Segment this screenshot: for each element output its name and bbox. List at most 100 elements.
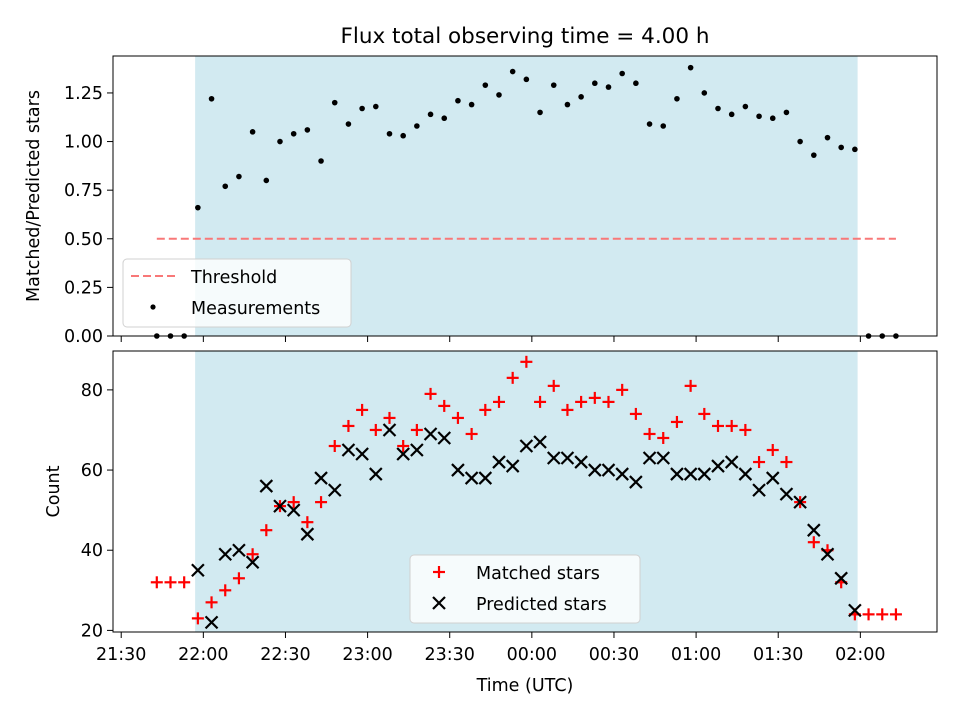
- matched-star-point: [205, 596, 218, 609]
- measurement-point: [468, 101, 475, 108]
- measurement-point: [550, 82, 557, 88]
- matched-star-point: [657, 431, 670, 444]
- measurement-point: [674, 95, 680, 102]
- predicted-star-point: [505, 459, 520, 473]
- measurement-point: [318, 158, 324, 164]
- x-tick-label: 21:30: [96, 645, 146, 665]
- bottom-y-axis-label: Count: [44, 465, 64, 517]
- predicted-star-point: [232, 543, 246, 558]
- legend-measurements-swatch: [150, 304, 156, 310]
- predicted-star-point: [437, 431, 452, 445]
- matched-star-point: [616, 383, 629, 396]
- predicted-star-point: [327, 483, 342, 497]
- top-y-tick-label: 1.25: [64, 84, 103, 104]
- matched-star-point: [328, 440, 341, 453]
- predicted-star-point: [656, 451, 671, 465]
- measurement-point: [195, 204, 201, 211]
- matched-star-point: [191, 612, 204, 625]
- matched-star-point: [451, 411, 464, 424]
- x-tick-label: 23:00: [342, 645, 392, 665]
- predicted-star-point: [396, 447, 410, 461]
- predicted-star-point: [204, 615, 219, 630]
- predicted-star-point: [834, 571, 848, 586]
- measurement-point: [482, 82, 489, 88]
- measurement-point: [578, 94, 584, 100]
- top-legend: Threshold Measurements: [122, 258, 352, 328]
- matched-star-point: [520, 355, 533, 368]
- top-y-tick-label: 1.00: [64, 133, 103, 153]
- x-tick-label: 01:00: [671, 645, 721, 665]
- bottom-legend-box: [409, 554, 641, 624]
- matched-star-point: [315, 496, 328, 509]
- matched-star-point: [807, 536, 820, 549]
- matched-star-point: [301, 516, 314, 529]
- measurement-point: [414, 123, 420, 129]
- measurement-point: [756, 113, 762, 120]
- measurement-point: [304, 127, 311, 133]
- measurement-point: [277, 138, 283, 145]
- matched-star-point: [492, 395, 505, 408]
- measurement-point: [701, 90, 708, 96]
- predicted-star-point: [779, 487, 794, 501]
- predicted-star-point: [245, 555, 260, 570]
- bottom-legend: Matched stars Predicted stars: [409, 554, 641, 624]
- x-tick-label: 22:30: [260, 645, 310, 665]
- top-axes-frame: [112, 55, 938, 337]
- measurement-point: [619, 70, 625, 77]
- matched-star-point: [561, 403, 574, 416]
- matched-star-point: [424, 387, 437, 400]
- bottom-y-tick-label: 60: [81, 461, 103, 481]
- bottom-panel: 20 40 60 80 21:30 22:00 22:30 23:00 23:30 00:00 0…: [44, 350, 938, 696]
- measurement-point: [441, 115, 448, 122]
- legend-predicted-label: Predicted stars: [476, 595, 607, 615]
- measurement-point: [715, 105, 721, 112]
- predicted-star-point: [793, 495, 807, 509]
- x-tick-label: 02:00: [835, 645, 885, 665]
- measurement-point: [824, 134, 831, 141]
- x-tick-label: 00:30: [589, 645, 639, 665]
- matched-star-point: [219, 584, 232, 597]
- predicted-star-point: [191, 563, 205, 578]
- measurement-point: [249, 129, 256, 135]
- matched-star-point: [602, 395, 615, 408]
- predicted-star-point: [259, 479, 274, 493]
- predicted-star-point: [670, 467, 684, 481]
- predicted-star-point: [546, 451, 561, 465]
- top-y-tick-label: 0.25: [64, 278, 103, 298]
- matched-star-point: [178, 576, 191, 589]
- measurement-point: [592, 80, 598, 87]
- top-legend-box: [122, 258, 352, 328]
- legend-matched-swatch: [433, 566, 445, 578]
- predicted-star-point: [629, 475, 643, 489]
- predicted-star-point: [519, 439, 534, 453]
- predicted-star-point: [273, 499, 287, 513]
- matched-star-point: [739, 423, 752, 436]
- predicted-star-point: [738, 467, 753, 481]
- predicted-star-point: [683, 467, 698, 481]
- measurement-point: [769, 115, 776, 122]
- predicted-star-point: [369, 467, 383, 481]
- top-y-tick-label: 0.50: [64, 230, 103, 250]
- legend-threshold-label: Threshold: [190, 268, 277, 288]
- matched-star-point: [342, 419, 355, 432]
- predicted-star-point: [355, 447, 369, 461]
- matched-star-point: [711, 419, 724, 432]
- predicted-star-point: [807, 523, 821, 537]
- measurement-point: [208, 95, 215, 102]
- measurement-point: [222, 183, 229, 190]
- predicted-star-point: [820, 547, 835, 562]
- predicted-star-point: [574, 455, 588, 469]
- matched-star-point: [150, 576, 163, 589]
- matched-star-point: [383, 411, 396, 424]
- predicted-star-point: [341, 443, 356, 457]
- matched-star-point: [410, 423, 423, 436]
- legend-matched-label: Matched stars: [476, 564, 600, 584]
- predicted-star-point: [464, 471, 479, 485]
- predicted-star-point: [423, 427, 438, 441]
- bottom-y-tick-label: 80: [81, 381, 103, 401]
- measurement-point: [509, 68, 516, 75]
- measurement-point: [455, 97, 461, 104]
- predicted-star-point: [410, 443, 424, 457]
- measurement-point: [605, 84, 612, 90]
- bottom-axes-frame: [112, 350, 938, 633]
